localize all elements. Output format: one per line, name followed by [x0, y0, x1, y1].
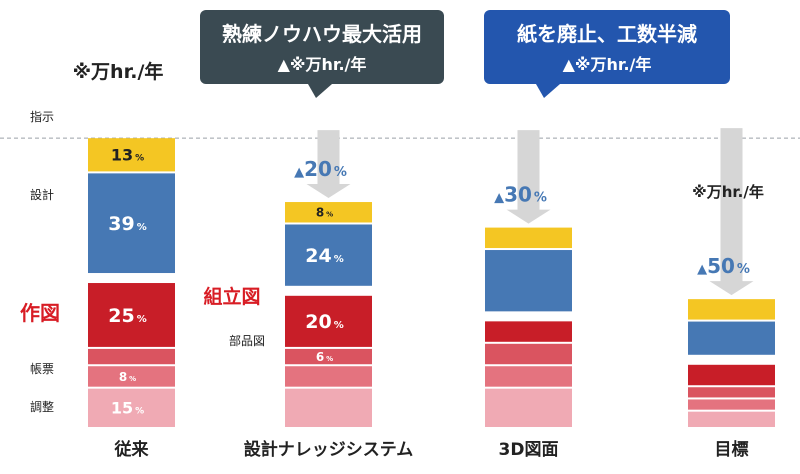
- bar-segment-1-1: [285, 224, 372, 286]
- bar-segment-1-3: [285, 348, 372, 365]
- bar-segment-0-4: [88, 366, 175, 387]
- unit-label-target: ※万hr./年: [692, 183, 764, 201]
- callout-sub-1: ▲※万hr./年: [563, 55, 652, 74]
- callout-sub-0: ▲※万hr./年: [278, 55, 367, 74]
- reduction-arrow-3: [709, 128, 754, 296]
- row-label-shiji: 指示: [30, 109, 54, 124]
- reduction-label-3: ▲50%: [697, 254, 750, 278]
- bar-segment-3-2: [688, 364, 775, 386]
- bar-segment-3-4: [688, 399, 775, 410]
- bar-segment-3-3: [688, 387, 775, 398]
- bar-segment-2-1: [485, 250, 572, 312]
- row-label-kumitatezu: 組立図: [203, 285, 260, 308]
- bar-segment-0-1: [88, 173, 175, 274]
- bar-segment-0-3: [88, 348, 175, 365]
- callout-box-0: [200, 10, 444, 84]
- callout-tail-0: [308, 84, 332, 98]
- row-label-sakuzu: 作図: [20, 301, 60, 325]
- unit-label-top: ※万hr./年: [73, 60, 164, 83]
- bar-segment-1-5: [285, 388, 372, 427]
- bar-segment-3-5: [688, 411, 775, 427]
- reduction-arrow-2: [506, 130, 551, 224]
- callout-title-1: 紙を廃止、工数半減: [517, 22, 697, 46]
- category-label-1: 設計ナレッジシステム: [244, 439, 414, 460]
- reduction-arrow-1: [306, 130, 351, 199]
- bar-segment-1-2: [285, 295, 372, 347]
- callout-title-0: 熟練ノウハウ最大活用: [222, 22, 422, 46]
- category-label-0: 従来: [114, 439, 150, 460]
- bar-segment-2-5: [485, 388, 572, 427]
- reduction-label-2: ▲30%: [494, 183, 547, 207]
- callout-box-1: [484, 10, 730, 84]
- bar-segment-0-2: [88, 283, 175, 347]
- row-label-chohyo: 帳票: [30, 362, 54, 376]
- category-label-3: 目標: [715, 439, 749, 460]
- bar-segment-3-1: [688, 321, 775, 355]
- row-label-sekkei: 設計: [30, 187, 54, 202]
- callout-tail-1: [536, 84, 560, 98]
- bar-segment-1-0: [285, 202, 372, 223]
- row-label-buhinzu: 部品図: [229, 333, 265, 348]
- bar-segment-0-0: [88, 138, 175, 172]
- bar-segment-2-0: [485, 227, 572, 249]
- bar-segment-2-3: [485, 343, 572, 365]
- reduction-label-1: ▲20%: [294, 157, 347, 181]
- bar-segment-2-2: [485, 321, 572, 342]
- bar-segment-0-5: [88, 388, 175, 427]
- row-label-chosei: 調整: [30, 399, 54, 414]
- bar-segment-2-4: [485, 366, 572, 387]
- bar-segment-3-0: [688, 299, 775, 320]
- bar-segment-1-4: [285, 366, 372, 387]
- category-label-2: 3D図面: [499, 440, 559, 460]
